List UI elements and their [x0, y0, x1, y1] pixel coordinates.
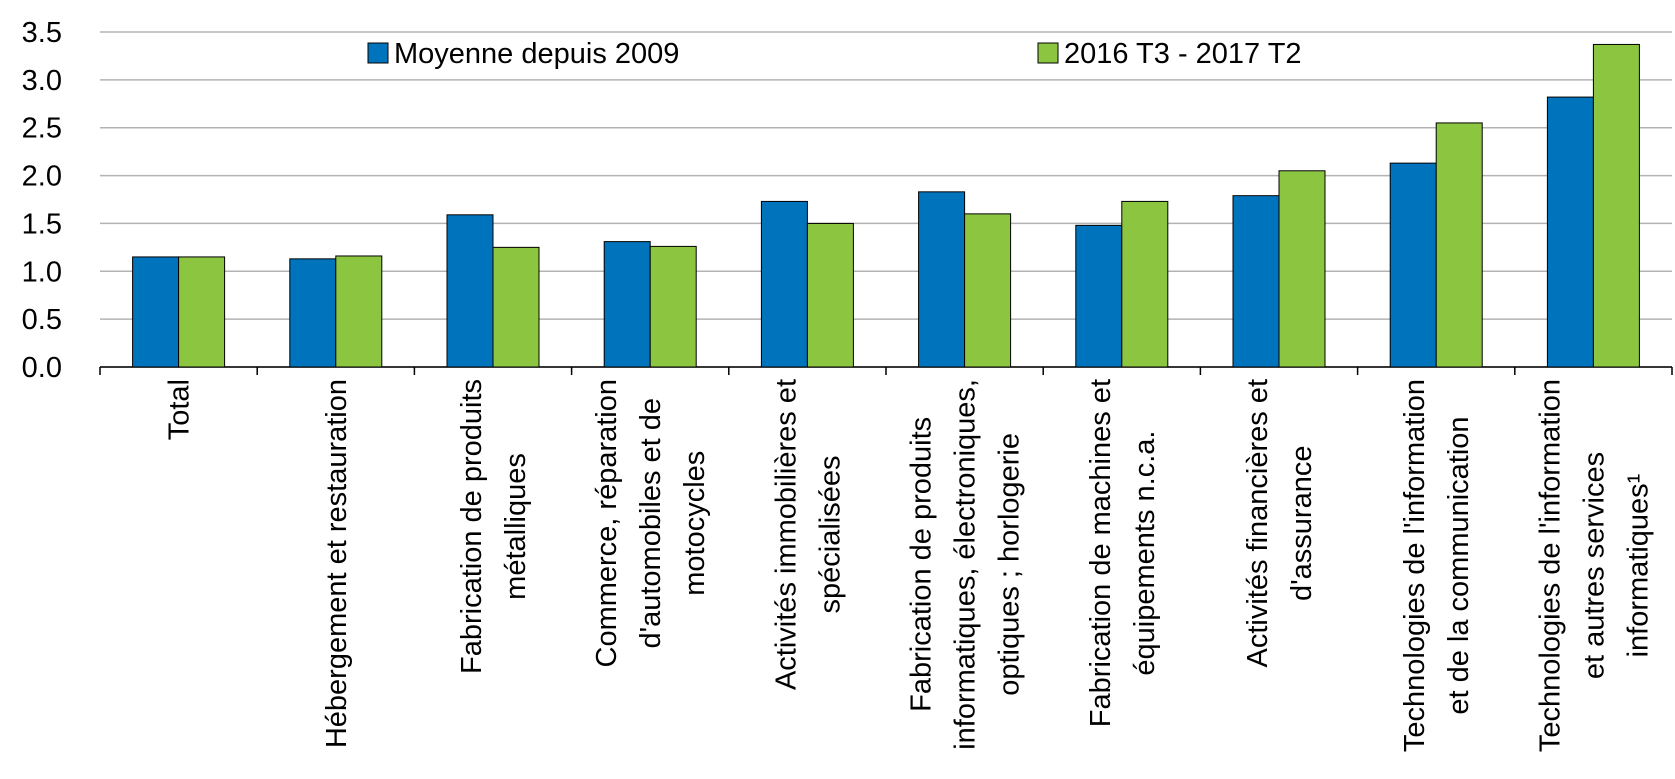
y-tick-label: 3.0 — [22, 65, 62, 97]
bar — [1389, 162, 1437, 368]
bar — [132, 256, 180, 368]
bar — [446, 214, 494, 368]
bar — [1592, 43, 1640, 368]
x-tick-label: Activités financières et d'assurance — [1242, 379, 1318, 668]
bar — [1232, 195, 1280, 368]
x-tick-label: Fabrication de produits informatiques, él… — [906, 379, 1026, 750]
y-tick-label: 2.5 — [22, 113, 62, 145]
y-tick-label: 1.5 — [22, 208, 62, 240]
y-tick-label: 3.5 — [22, 17, 62, 49]
bar — [1121, 200, 1169, 368]
bar — [1435, 122, 1483, 368]
x-tick-label: Total — [164, 379, 196, 440]
x-tick-label: Fabrication de produits métalliques — [456, 379, 532, 674]
bar — [760, 200, 808, 368]
x-tick-label: Hébergement et restauration — [321, 379, 353, 748]
bar — [492, 246, 540, 368]
x-tick-label: Commerce, réparation d'automobiles et de m… — [591, 379, 711, 668]
y-tick-label: 0.5 — [22, 304, 62, 336]
legend-label: 2016 T3 - 2017 T2 — [1064, 38, 1302, 70]
bar — [178, 256, 226, 368]
y-tick-label: 1.0 — [22, 256, 62, 288]
x-tick-label: Technologies de l'information et de la co… — [1399, 379, 1475, 752]
legend-label: Moyenne depuis 2009 — [394, 38, 679, 70]
bar — [1278, 170, 1326, 368]
x-tick-label: Technologies de l'information et autres s… — [1534, 379, 1654, 752]
bar — [918, 191, 966, 368]
x-tick-label: Activités immobilières et spécialisées — [770, 379, 846, 690]
y-tick-label: 2.0 — [22, 161, 62, 193]
x-tick-label: Fabrication de machines et équipements n.… — [1085, 379, 1161, 727]
legend-swatch — [1037, 42, 1059, 64]
bar — [1075, 224, 1123, 368]
bar — [1546, 96, 1594, 368]
bar — [649, 245, 697, 368]
bar — [964, 213, 1012, 368]
y-tick-label: 0.0 — [22, 352, 62, 384]
bar — [335, 255, 383, 368]
legend-swatch — [367, 42, 389, 64]
bar — [603, 241, 651, 368]
bar — [806, 222, 854, 368]
bar — [289, 258, 337, 368]
